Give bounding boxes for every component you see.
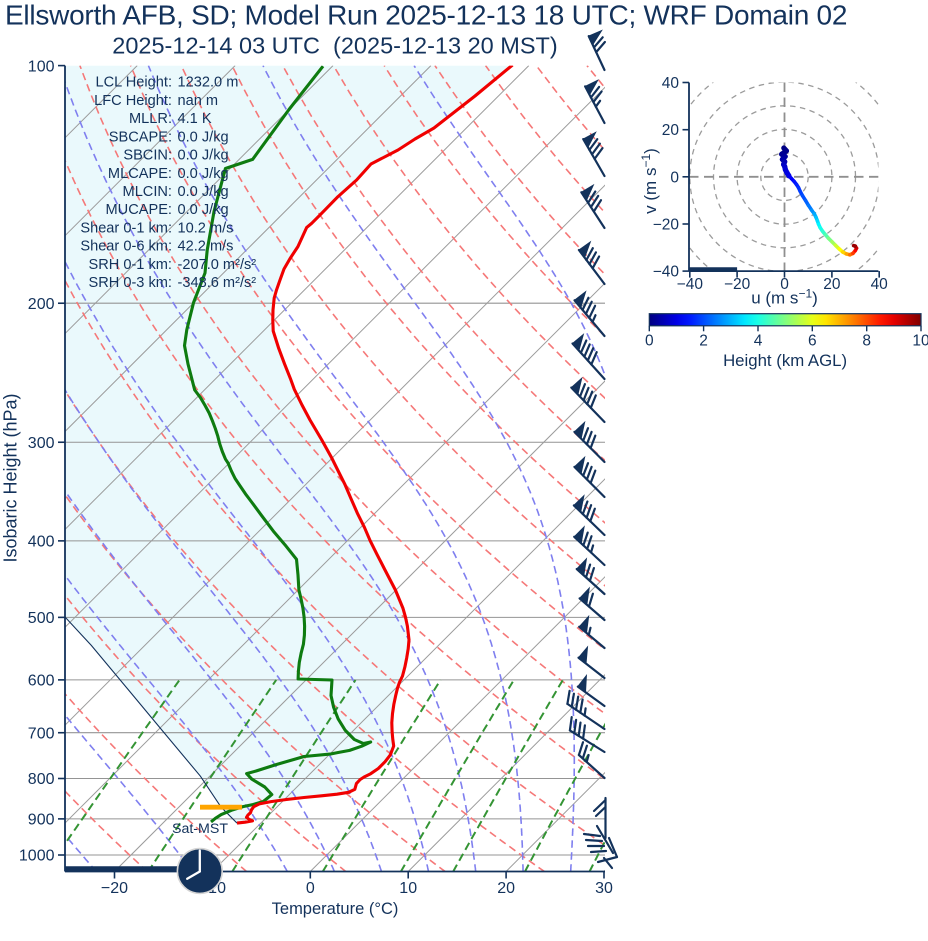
svg-text:30: 30	[595, 880, 613, 897]
svg-text:−40: −40	[677, 276, 704, 293]
svg-text:MLLR:: MLLR:	[129, 111, 172, 127]
svg-text:Shear 0-1 km:: Shear 0-1 km:	[80, 221, 172, 237]
svg-text:900: 900	[28, 812, 55, 829]
svg-text:u (m s−1): u (m s−1)	[751, 287, 818, 308]
svg-text:600: 600	[28, 673, 55, 690]
svg-text:20: 20	[662, 122, 680, 139]
svg-text:40: 40	[662, 75, 680, 92]
svg-text:2025-12-14 03 UTC (2025-12-13: 2025-12-14 03 UTC (2025-12-13 20 MST)	[112, 32, 557, 58]
svg-text:0.0 J/kg: 0.0 J/kg	[178, 184, 229, 200]
svg-text:0: 0	[306, 880, 315, 897]
svg-text:Temperature (°C): Temperature (°C)	[272, 900, 399, 918]
svg-text:Isobaric Height (hPa): Isobaric Height (hPa)	[1, 393, 21, 562]
svg-text:0: 0	[780, 276, 789, 293]
svg-text:0.0 J/kg: 0.0 J/kg	[178, 148, 229, 164]
svg-text:−40: −40	[653, 264, 680, 281]
svg-text:8: 8	[862, 332, 871, 349]
svg-text:MLCAPE:: MLCAPE:	[108, 166, 172, 182]
svg-text:10.2 m/s: 10.2 m/s	[178, 221, 234, 237]
svg-text:LCL Height:: LCL Height:	[95, 75, 172, 91]
svg-text:-207.0 m²/s²: -207.0 m²/s²	[178, 257, 257, 273]
svg-text:-348.6 m²/s²: -348.6 m²/s²	[178, 275, 257, 291]
svg-text:nan m: nan m	[178, 93, 219, 109]
svg-text:−20: −20	[653, 217, 680, 234]
svg-text:4.1 K: 4.1 K	[178, 111, 212, 127]
svg-text:−20: −20	[101, 880, 128, 897]
svg-text:0: 0	[645, 332, 654, 349]
svg-text:0.0 J/kg: 0.0 J/kg	[178, 166, 229, 182]
svg-text:300: 300	[28, 435, 55, 452]
svg-text:10: 10	[399, 880, 417, 897]
svg-text:40: 40	[871, 276, 889, 293]
svg-text:20: 20	[497, 880, 515, 897]
svg-text:400: 400	[28, 534, 55, 551]
svg-text:SRH 0-1 km:: SRH 0-1 km:	[88, 257, 172, 273]
svg-text:200: 200	[28, 296, 55, 313]
svg-text:SBCIN:: SBCIN:	[123, 148, 172, 164]
svg-text:700: 700	[28, 725, 55, 742]
svg-text:SBCAPE:: SBCAPE:	[109, 129, 172, 145]
svg-text:Height (km AGL): Height (km AGL)	[723, 351, 847, 370]
svg-text:SRH 0-3 km:: SRH 0-3 km:	[88, 275, 172, 291]
svg-text:20: 20	[823, 276, 841, 293]
svg-text:0.0 J/kg: 0.0 J/kg	[178, 129, 229, 145]
svg-text:MLCIN:: MLCIN:	[123, 184, 172, 200]
svg-text:Ellsworth AFB, SD; Model Run 2: Ellsworth AFB, SD; Model Run 2025-12-13 …	[5, 0, 847, 30]
svg-text:4: 4	[754, 332, 763, 349]
svg-text:0.0 J/kg: 0.0 J/kg	[178, 202, 229, 218]
svg-text:800: 800	[28, 771, 55, 788]
svg-text:2: 2	[699, 332, 708, 349]
svg-text:MUCAPE:: MUCAPE:	[106, 202, 173, 218]
svg-text:100: 100	[28, 58, 55, 75]
svg-text:Shear 0-6 km:: Shear 0-6 km:	[80, 239, 172, 255]
svg-text:−20: −20	[724, 276, 751, 293]
svg-text:6: 6	[808, 332, 817, 349]
svg-text:1000: 1000	[19, 848, 55, 865]
svg-text:LFC Height:: LFC Height:	[94, 93, 172, 109]
svg-text:Sat-MST: Sat-MST	[172, 821, 228, 837]
svg-text:0: 0	[670, 169, 679, 186]
svg-text:10: 10	[912, 332, 928, 349]
svg-text:42.2 m/s: 42.2 m/s	[178, 239, 234, 255]
svg-text:1232.0 m: 1232.0 m	[178, 75, 239, 91]
svg-text:500: 500	[28, 610, 55, 627]
